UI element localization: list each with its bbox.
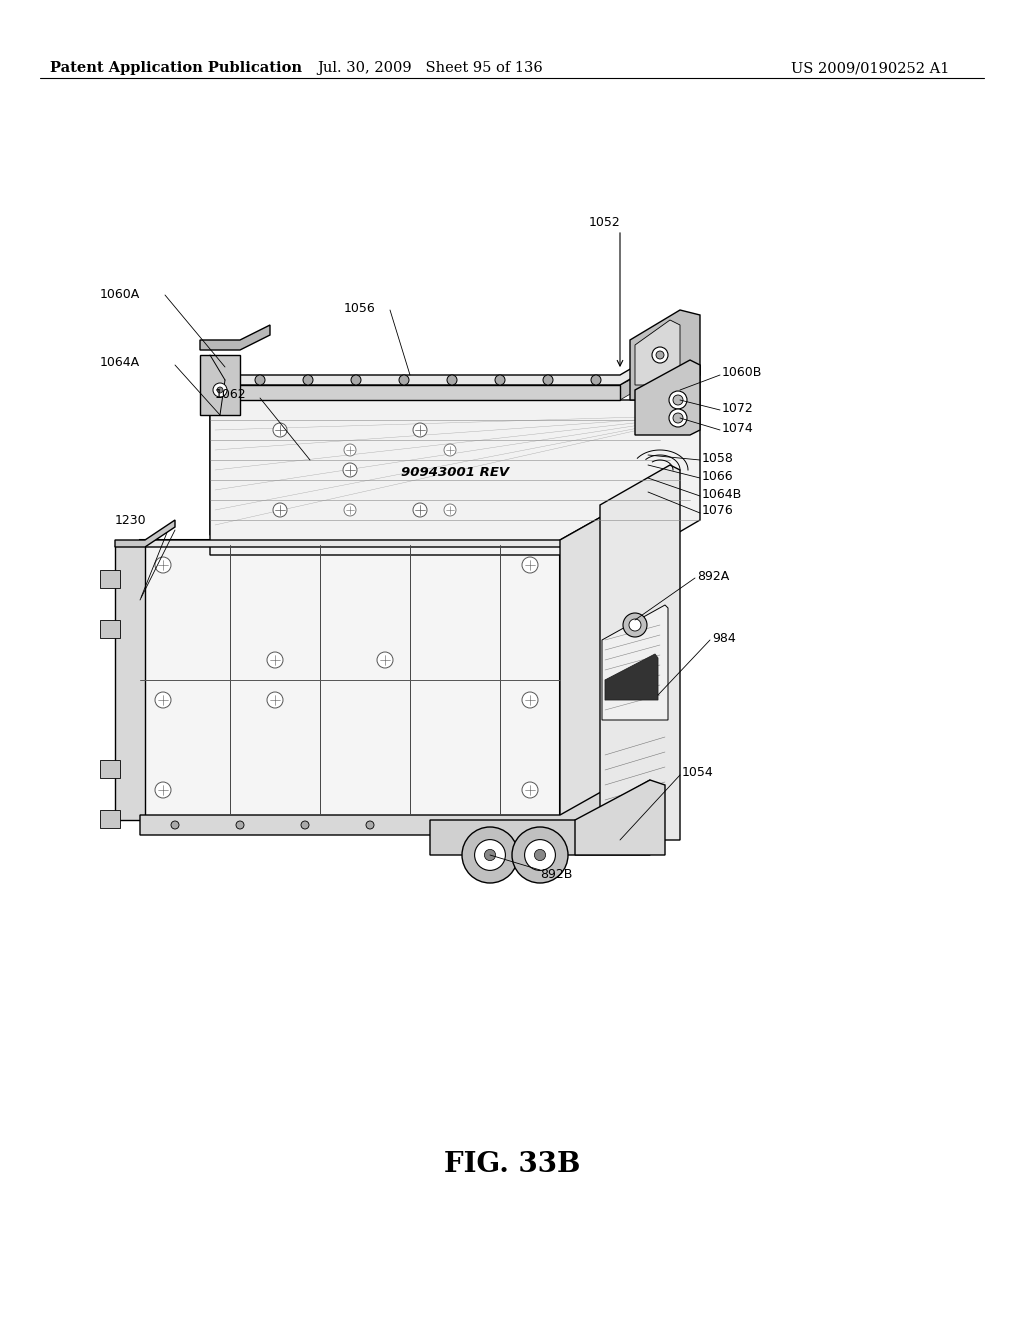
Circle shape	[155, 692, 171, 708]
Circle shape	[366, 821, 374, 829]
Text: Jul. 30, 2009   Sheet 95 of 136: Jul. 30, 2009 Sheet 95 of 136	[317, 61, 543, 75]
Text: Patent Application Publication: Patent Application Publication	[50, 61, 302, 75]
Circle shape	[267, 692, 283, 708]
Circle shape	[673, 395, 683, 405]
Circle shape	[171, 821, 179, 829]
Circle shape	[484, 849, 496, 861]
Polygon shape	[100, 810, 120, 828]
Circle shape	[444, 444, 456, 455]
Circle shape	[413, 503, 427, 517]
Circle shape	[155, 557, 171, 573]
Text: US 2009/0190252 A1: US 2009/0190252 A1	[791, 61, 949, 75]
Circle shape	[217, 387, 223, 393]
Polygon shape	[560, 495, 640, 820]
Circle shape	[344, 504, 356, 516]
Polygon shape	[100, 620, 120, 638]
Circle shape	[535, 849, 546, 861]
Polygon shape	[220, 385, 620, 400]
Polygon shape	[635, 360, 700, 436]
Polygon shape	[635, 319, 680, 385]
Circle shape	[669, 409, 687, 426]
Text: 1230: 1230	[115, 513, 145, 527]
Text: 1072: 1072	[722, 401, 754, 414]
Circle shape	[474, 840, 506, 870]
Circle shape	[399, 375, 409, 385]
Polygon shape	[630, 310, 700, 400]
Polygon shape	[600, 465, 680, 840]
Polygon shape	[115, 545, 145, 820]
Circle shape	[413, 422, 427, 437]
Text: FIG. 33B: FIG. 33B	[443, 1151, 581, 1179]
Text: 1060A: 1060A	[100, 289, 140, 301]
Text: 1076: 1076	[702, 504, 734, 517]
Circle shape	[343, 463, 357, 477]
Polygon shape	[115, 520, 175, 546]
Text: 892B: 892B	[540, 869, 572, 882]
Text: 1052: 1052	[589, 215, 621, 228]
Polygon shape	[210, 366, 700, 554]
Polygon shape	[200, 355, 240, 414]
Circle shape	[273, 422, 287, 437]
Text: 984: 984	[712, 631, 736, 644]
Circle shape	[351, 375, 361, 385]
Circle shape	[591, 375, 601, 385]
Polygon shape	[100, 760, 120, 777]
Circle shape	[431, 821, 439, 829]
Polygon shape	[605, 653, 658, 700]
Polygon shape	[575, 780, 665, 855]
Text: 1060B: 1060B	[722, 367, 763, 380]
Circle shape	[495, 375, 505, 385]
Circle shape	[236, 821, 244, 829]
Circle shape	[512, 828, 568, 883]
Circle shape	[522, 781, 538, 799]
Circle shape	[629, 619, 641, 631]
Text: 1054: 1054	[682, 767, 714, 780]
Circle shape	[522, 692, 538, 708]
Circle shape	[213, 383, 227, 397]
Polygon shape	[140, 540, 560, 820]
Text: 892A: 892A	[697, 569, 729, 582]
Polygon shape	[100, 570, 120, 587]
Circle shape	[623, 612, 647, 638]
Polygon shape	[140, 770, 640, 836]
Circle shape	[301, 821, 309, 829]
Circle shape	[303, 375, 313, 385]
Circle shape	[255, 375, 265, 385]
Circle shape	[444, 504, 456, 516]
Circle shape	[522, 557, 538, 573]
Circle shape	[447, 375, 457, 385]
Text: 1066: 1066	[702, 470, 733, 483]
Circle shape	[524, 840, 555, 870]
Circle shape	[669, 391, 687, 409]
Text: 1064B: 1064B	[702, 487, 742, 500]
Text: 1064A: 1064A	[100, 356, 140, 370]
Circle shape	[344, 444, 356, 455]
Text: 1056: 1056	[344, 301, 376, 314]
Circle shape	[652, 347, 668, 363]
Circle shape	[496, 821, 504, 829]
Polygon shape	[602, 605, 668, 719]
Polygon shape	[140, 495, 640, 546]
Circle shape	[543, 375, 553, 385]
Text: 1062: 1062	[214, 388, 246, 401]
Text: 1058: 1058	[702, 451, 734, 465]
Circle shape	[273, 503, 287, 517]
Circle shape	[377, 652, 393, 668]
Circle shape	[656, 351, 664, 359]
Text: 90943001 REV: 90943001 REV	[401, 466, 509, 479]
Circle shape	[462, 828, 518, 883]
Polygon shape	[430, 780, 650, 855]
Circle shape	[155, 781, 171, 799]
Polygon shape	[210, 380, 690, 535]
Circle shape	[673, 413, 683, 422]
Text: 1074: 1074	[722, 421, 754, 434]
Polygon shape	[220, 355, 680, 400]
Polygon shape	[220, 341, 680, 385]
Circle shape	[267, 652, 283, 668]
Polygon shape	[200, 325, 270, 350]
